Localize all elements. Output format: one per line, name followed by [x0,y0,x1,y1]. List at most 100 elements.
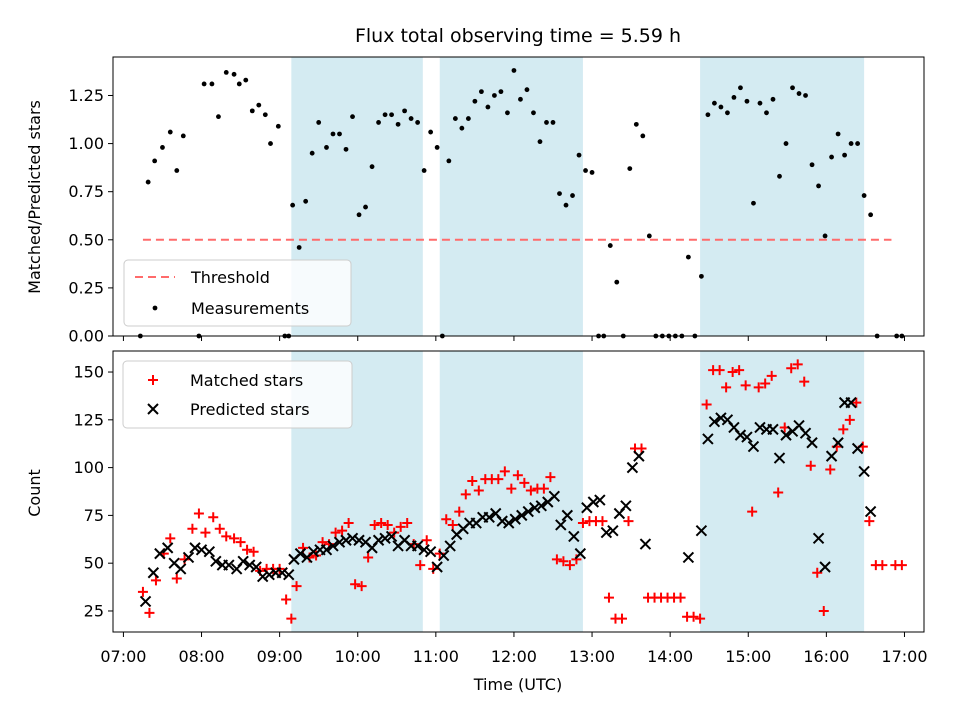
matched-stars-point [636,443,647,454]
matched-stars-point [356,581,367,592]
matched-stars-point [200,527,211,538]
matched-stars-point [447,519,458,530]
matched-stars-point [395,521,406,532]
measurement-point [262,112,268,118]
predicted-stars-point [574,547,587,560]
predicted-stars-point [626,461,639,474]
measurement-point [505,110,510,116]
measurement-point [796,91,802,96]
measurement-point [698,273,704,279]
measurement-point [389,112,394,118]
measurement-point [382,112,388,118]
predicted-stars-point [243,559,256,571]
predicted-stars-point [529,502,541,514]
measurement-point [829,154,834,160]
top-y-tick-label: 0.50 [68,230,104,249]
matched-stars-point [734,365,745,376]
measurement-point [492,93,497,98]
matched-stars-point [597,516,608,527]
matched-stars-point [281,594,292,605]
measurement-point [718,104,724,110]
measurement-point [428,129,434,135]
predicted-stars-point [587,496,600,508]
predicted-stars-point [832,437,844,449]
legend-matched-swatch [148,375,158,385]
measurement-point [646,233,652,239]
top-y-tick-label: 0.75 [68,182,104,201]
predicted-stars-point [695,524,708,537]
measurement-point [303,198,309,204]
legend-threshold-label: Threshold [190,268,270,287]
predicted-stars-point [509,513,521,525]
matched-stars-point [229,533,240,544]
predicted-stars-point [767,423,779,436]
measurement-point [803,93,808,98]
top-y-axis-label: Matched/Predicted stars [25,100,44,294]
predicted-stars-point [346,532,359,545]
matched-stars-point [760,378,771,389]
matched-stars-point [805,460,816,471]
matched-stars-point [818,605,829,616]
measurement-point [174,168,180,173]
measurement-point [751,200,756,206]
predicted-stars-point [182,551,195,564]
matched-stars-point [558,556,569,567]
measurement-point [316,120,322,125]
predicted-stars-point [320,544,333,556]
predicted-stars-point [799,427,812,439]
bottom-y-tick-label: 50 [84,554,104,573]
x-tick-label: 15:00 [725,647,771,666]
measurement-point [231,71,237,77]
measurement-point [570,193,575,198]
measurement-point [583,168,588,173]
matched-stars-point [376,518,387,529]
measurement-point [350,114,355,120]
matched-stars-point [701,399,712,410]
measurement-point [421,168,427,173]
legend-measurement-swatch [152,305,158,311]
predicted-stars-point [276,567,288,579]
matched-stars-point [382,519,393,530]
x-tick-label: 10:00 [335,647,381,666]
measurement-point [343,146,349,152]
matched-stars-point [137,586,148,597]
bottom-y-tick-label: 75 [84,506,104,525]
matched-stars-point [330,527,341,538]
predicted-stars-point [639,538,652,550]
predicted-stars-point [780,429,792,441]
predicted-stars-point [496,515,508,527]
measurement-point [376,120,381,125]
matched-stars-point [473,485,484,496]
measurement-point [452,116,458,121]
predicted-stars-point [845,396,857,409]
matched-stars-point [792,359,803,370]
measurement-point [537,139,543,145]
matched-stars-point [571,554,582,565]
measurement-point [835,131,841,137]
predicted-stars-point [734,429,747,441]
measurement-point [544,120,549,125]
x-tick-label: 17:00 [881,647,927,666]
matched-stars-point [460,489,471,500]
predicted-stars-point [424,546,437,558]
x-tick-label: 07:00 [100,647,146,666]
predicted-stars-point [620,500,632,512]
measurement-point [290,202,296,208]
matched-stars-point [623,516,634,527]
measurement-point [408,116,414,121]
top-y-tick-label: 0.25 [68,278,104,297]
matched-stars-point [825,464,836,475]
matched-stars-point [577,518,588,529]
ratio-plot-panel: 0.00 0.25 0.50 0.75 1.00 1.25 Threshold Measure… [68,56,925,346]
measurement-point [842,152,847,158]
top-y-tick-label: 0.00 [68,327,104,346]
predicted-stars-point [340,534,352,546]
predicted-stars-point [754,421,766,434]
predicted-stars-point [503,517,515,529]
predicted-stars-point [773,452,786,464]
measurement-point [167,129,173,135]
measurement-point [861,193,867,198]
measurement-point [563,202,569,208]
measurement-point [145,179,151,185]
